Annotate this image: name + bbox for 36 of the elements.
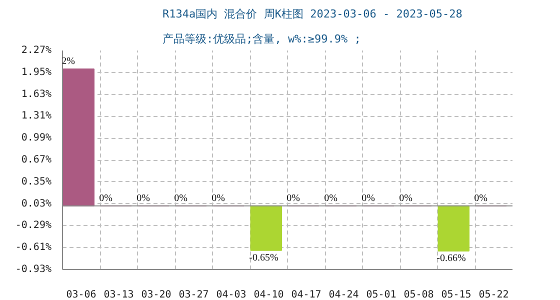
y-tick-label: 2.27% bbox=[21, 45, 52, 56]
data-label: 0% bbox=[99, 192, 112, 204]
x-tick-label: 05-15 bbox=[441, 290, 472, 300]
data-label: -0.65% bbox=[249, 252, 278, 264]
y-tick-label: 1.31% bbox=[21, 110, 52, 122]
data-label: -0.66% bbox=[436, 253, 466, 264]
x-tick-label: 04-10 bbox=[254, 290, 284, 300]
x-tick-label: 04-03 bbox=[216, 290, 246, 300]
chart-title: R134a国内 混合价 周K柱图 2023-03-06 - 2023-05-28 bbox=[162, 8, 462, 20]
x-tick-label: 05-22 bbox=[478, 290, 509, 300]
data-label: 0% bbox=[399, 192, 412, 204]
y-tick-label: 1.95% bbox=[21, 66, 52, 78]
data-label: 0% bbox=[324, 192, 338, 204]
y-tick-label: 0.03% bbox=[21, 198, 52, 210]
y-tick-label: 0.67% bbox=[21, 154, 52, 166]
data-label: 0% bbox=[362, 192, 375, 204]
y-tick-label: 0.35% bbox=[21, 176, 52, 188]
y-tick-label: 0.99% bbox=[21, 132, 52, 144]
x-tick-label: 04-17 bbox=[291, 290, 322, 300]
x-tick-label: 03-27 bbox=[178, 290, 209, 300]
x-tick-label: 05-01 bbox=[366, 290, 396, 300]
y-tick-label: -0.29% bbox=[15, 220, 52, 232]
y-tick-label: 1.63% bbox=[21, 88, 52, 100]
x-tick-label: 03-13 bbox=[104, 290, 134, 300]
y-tick-label: -0.61% bbox=[15, 242, 52, 254]
data-label: 0% bbox=[474, 192, 488, 204]
chart-subtitle: 产品等级:优级品;含量, w%:≥99.9% ; bbox=[162, 32, 361, 46]
x-tick-label: 05-08 bbox=[404, 290, 434, 300]
data-label: 0% bbox=[212, 192, 225, 204]
data-label: 0% bbox=[174, 192, 188, 204]
x-tick-label: 04-24 bbox=[328, 290, 359, 300]
data-label: 0% bbox=[286, 192, 300, 204]
x-tick-label: 03-20 bbox=[141, 290, 172, 300]
x-tick-label: 03-06 bbox=[66, 290, 96, 300]
data-label: 0% bbox=[136, 192, 150, 204]
y-tick-label: -0.93% bbox=[15, 264, 52, 275]
